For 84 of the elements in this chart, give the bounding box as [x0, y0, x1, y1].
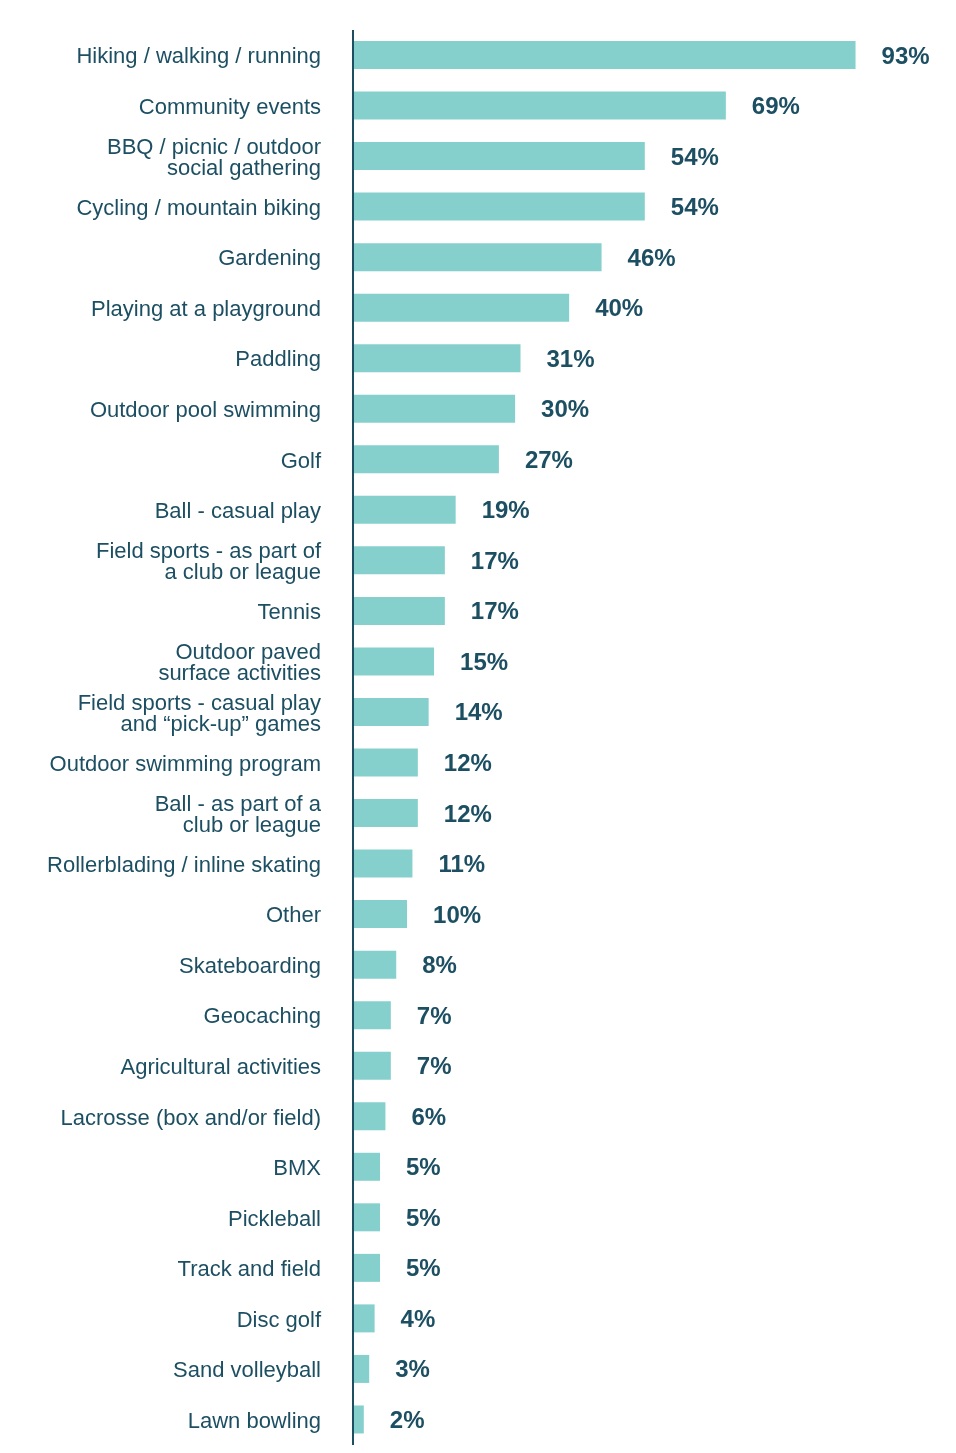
bar: [353, 1203, 381, 1232]
data-label: 5%: [406, 1203, 441, 1231]
bar: [353, 192, 645, 221]
y-tick-label: Paddling: [235, 345, 321, 371]
y-tick-label: Sand volleyball: [173, 1356, 321, 1382]
data-label: 6%: [411, 1102, 447, 1130]
y-tick-label: Ball - casual play: [154, 497, 321, 523]
y-tick-label: Lawn bowling: [187, 1407, 321, 1433]
bar: [353, 142, 645, 171]
bar: [353, 647, 435, 676]
data-label: 7%: [416, 1052, 452, 1080]
y-tick-label: BBQ / picnic / outdoor social gathering: [107, 133, 321, 180]
data-label: 40%: [595, 294, 644, 322]
data-label: 10%: [433, 900, 482, 928]
bar: [353, 1152, 381, 1181]
bar: [353, 748, 418, 777]
data-label: 19%: [481, 496, 530, 524]
data-label: 17%: [470, 546, 519, 574]
bar: [353, 445, 499, 474]
bar: [353, 849, 413, 878]
data-label: 4%: [400, 1304, 436, 1332]
y-tick-label: Community events: [138, 93, 321, 119]
data-label: 69%: [751, 92, 800, 120]
y-tick-label: Gardening: [218, 244, 321, 270]
bar: [353, 394, 516, 423]
y-tick-label: Hiking / walking / running: [76, 42, 321, 68]
y-tick-label: Outdoor pool swimming: [89, 396, 321, 422]
bar: [353, 950, 397, 979]
data-label: 27%: [524, 445, 573, 473]
data-label: 14%: [454, 698, 503, 726]
y-tick-label: Field sports - casual play and “pick-up” games: [77, 689, 321, 736]
y-tick-label: Tennis: [257, 598, 321, 624]
bar: [353, 596, 445, 625]
y-tick-label: Geocaching: [203, 1002, 321, 1028]
data-label: 46%: [627, 243, 676, 271]
y-tick-label: Lacrosse (box and/or field): [60, 1104, 321, 1130]
bar: [353, 91, 726, 120]
data-label: 3%: [395, 1355, 430, 1383]
data-label: 8%: [422, 951, 457, 979]
data-label: 5%: [406, 1254, 441, 1282]
data-label: 54%: [670, 193, 719, 221]
bar: [353, 1001, 391, 1030]
y-tick-label: Rollerblading / inline skating: [47, 851, 321, 877]
data-label: 12%: [443, 799, 492, 827]
y-tick-label: Outdoor swimming program: [49, 750, 321, 776]
bar: [353, 799, 418, 828]
bar: [353, 41, 856, 69]
y-tick-label: Golf: [280, 447, 322, 473]
data-label: 15%: [460, 647, 509, 675]
bar: [353, 344, 521, 373]
y-tick-label: Agricultural activities: [120, 1053, 321, 1079]
data-label: 7%: [416, 1001, 452, 1029]
bar: [353, 495, 456, 524]
data-label: 11%: [438, 850, 486, 878]
bar: [353, 1253, 381, 1282]
bar: [353, 546, 445, 575]
bar: [353, 1051, 391, 1080]
y-tick-label: Other: [265, 901, 321, 927]
y-tick-label: Skateboarding: [179, 952, 321, 978]
data-label: 2%: [389, 1405, 425, 1433]
data-label: 54%: [670, 142, 719, 170]
y-tick-label: Field sports - as part of a club or league: [96, 537, 322, 584]
bar: [353, 1102, 386, 1131]
y-tick-label: Ball - as part of a club or league: [154, 790, 322, 837]
bar: [353, 293, 570, 322]
bar: [353, 900, 408, 929]
y-tick-label: Cycling / mountain biking: [76, 194, 321, 220]
y-tick-label: Pickleball: [228, 1205, 321, 1231]
bar: [353, 697, 429, 726]
y-tick-label: Playing at a playground: [91, 295, 321, 321]
bar: [353, 243, 602, 272]
y-tick-label: Disc golf: [236, 1306, 322, 1332]
data-label: 31%: [546, 344, 595, 372]
data-label: 93%: [881, 41, 930, 69]
y-tick-label: Outdoor paved surface activities: [158, 638, 321, 685]
bar: [353, 1405, 364, 1434]
data-label: 30%: [541, 395, 590, 423]
y-tick-label: Track and field: [177, 1255, 321, 1281]
data-label: 12%: [443, 749, 492, 777]
bar: [353, 1304, 375, 1333]
y-tick-label: BMX: [273, 1154, 322, 1180]
data-label: 17%: [470, 597, 519, 625]
data-label: 5%: [406, 1153, 441, 1181]
bar: [353, 1354, 370, 1383]
